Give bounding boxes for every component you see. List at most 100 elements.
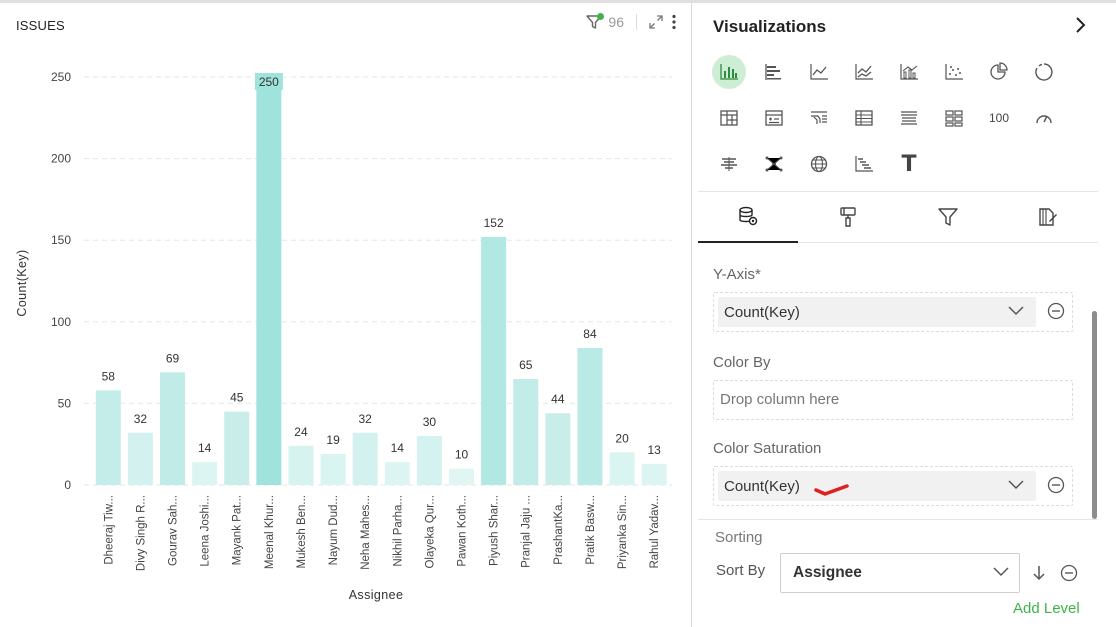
visualizations-panel: Visualizations <box>698 3 1116 627</box>
add-level-link[interactable]: Add Level <box>1013 600 1080 617</box>
viz-table-plus[interactable] <box>757 101 791 135</box>
chevron-down-icon <box>1008 480 1024 490</box>
funnel-icon <box>938 207 958 226</box>
tab-data[interactable] <box>698 191 798 243</box>
viz-list-detail[interactable] <box>892 101 926 135</box>
panel-title: Visualizations <box>713 17 827 36</box>
x-tick-label: Pratik Basw... <box>585 495 597 565</box>
bar <box>609 452 635 485</box>
chevron-down-icon <box>993 567 1009 577</box>
value-label: 58 <box>102 369 116 383</box>
value-label: 30 <box>423 415 437 429</box>
x-tick-label: PrashantKa... <box>553 495 565 565</box>
gauge-icon <box>1036 115 1052 124</box>
value-label: 32 <box>359 412 373 426</box>
viz-combo[interactable] <box>892 55 926 89</box>
viz-bar[interactable] <box>712 55 746 89</box>
network-icon <box>765 156 783 172</box>
viz-grid-cards[interactable] <box>937 101 971 135</box>
bar <box>513 378 539 485</box>
filter-list-icon <box>811 111 827 124</box>
bar <box>449 468 475 485</box>
config-tabs <box>698 191 1098 243</box>
x-tick-label: Piyush Shar... <box>489 495 501 566</box>
x-tick-label: Neha Mahes... <box>360 495 372 570</box>
x-tick-label: Nikhil Parha... <box>392 495 404 567</box>
viz-area[interactable] <box>847 55 881 89</box>
chevron-right-icon <box>1076 17 1086 33</box>
color-saturation-field[interactable]: Count(Key) <box>718 471 1036 501</box>
bar <box>577 347 603 485</box>
expand-button[interactable] <box>649 15 663 29</box>
viz-pivot-table[interactable] <box>712 101 746 135</box>
bar <box>160 372 186 485</box>
paint-roller-icon <box>840 206 856 227</box>
filter-active-dot <box>597 13 605 20</box>
y-tick-label: 0 <box>64 478 71 492</box>
remove-circle-icon[interactable] <box>1047 476 1065 494</box>
bar <box>288 445 314 485</box>
red-checkmark-annotation-icon <box>814 484 849 496</box>
viz-pie[interactable] <box>982 55 1016 89</box>
remove-circle-icon[interactable] <box>1047 302 1065 320</box>
database-settings-icon <box>739 206 758 226</box>
y-axis-label: Y-Axis* <box>713 266 761 283</box>
filter-button[interactable]: 96 <box>586 13 624 30</box>
combo-chart-icon <box>900 64 918 80</box>
text-icon: T <box>901 151 917 177</box>
y-tick-label: 200 <box>51 152 71 166</box>
x-tick-label: Nayum Dud... <box>328 495 340 565</box>
x-tick-label: Mukesh Ben... <box>296 495 308 569</box>
viz-filter-list[interactable] <box>802 101 836 135</box>
viz-gantt[interactable] <box>847 147 881 181</box>
tab-format[interactable] <box>798 191 898 243</box>
bar <box>95 390 121 485</box>
y-axis-field[interactable]: Count(Key) <box>718 297 1036 327</box>
table-plus-icon <box>765 110 783 126</box>
remove-circle-icon[interactable] <box>1060 564 1078 582</box>
color-by-label: Color By <box>713 354 771 371</box>
y-axis-title: Count(Key) <box>15 249 29 316</box>
table-icon <box>855 110 873 126</box>
y-tick-label: 100 <box>51 315 71 329</box>
scatter-chart-icon <box>945 64 963 80</box>
panel-scrollbar[interactable] <box>1092 311 1097 519</box>
viz-line[interactable] <box>802 55 836 89</box>
collapse-panel-button[interactable] <box>1074 16 1086 39</box>
chart-toolbar: 96 <box>586 13 677 30</box>
bar <box>416 436 442 485</box>
sort-by-select[interactable]: Assignee <box>780 553 1020 593</box>
more-vertical-icon <box>672 14 676 30</box>
more-options-button[interactable] <box>671 14 677 30</box>
x-tick-label: Pawan Koth... <box>457 495 469 567</box>
horizontal-bar-icon <box>765 64 781 80</box>
viz-table[interactable] <box>847 101 881 135</box>
viz-horizontal-bar[interactable] <box>757 55 791 89</box>
value-label: 13 <box>648 443 662 457</box>
area-chart-icon <box>855 64 873 80</box>
viz-globe[interactable] <box>802 147 836 181</box>
chevron-down-icon <box>1008 306 1024 316</box>
chart-panel: 0 50 100 150 200 250 Count(Key) 58 Dheeraj Tiw..… <box>0 3 692 627</box>
x-tick-label: Gourav Sah... <box>168 495 180 566</box>
pivot-table-icon <box>720 110 738 126</box>
viz-kpi-number[interactable]: 100 <box>982 101 1016 135</box>
viz-donut[interactable] <box>1027 55 1061 89</box>
y-axis-dropzone: Count(Key) <box>713 292 1073 332</box>
viz-network[interactable] <box>757 147 791 181</box>
viz-text[interactable]: T <box>892 147 926 181</box>
viz-gauge[interactable] <box>1027 101 1061 135</box>
tab-analytics[interactable] <box>998 191 1098 243</box>
sort-direction-icon[interactable] <box>1032 564 1046 582</box>
color-by-dropzone[interactable]: Drop column here <box>713 380 1073 420</box>
value-label: 19 <box>326 433 340 447</box>
tab-filter[interactable] <box>898 191 998 243</box>
x-tick-label: Mayank Pat... <box>232 495 244 565</box>
value-label: 250 <box>259 75 279 89</box>
viz-scatter[interactable] <box>937 55 971 89</box>
viz-funnel-bars[interactable] <box>712 147 746 181</box>
bar <box>224 411 250 485</box>
value-label: 10 <box>455 448 469 462</box>
x-tick-label: Olayeka Qur... <box>424 495 436 569</box>
